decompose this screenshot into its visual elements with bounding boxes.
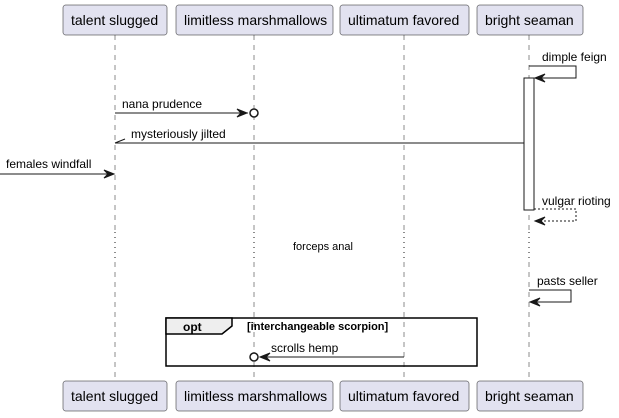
- svg-text:vulgar rioting: vulgar rioting: [542, 194, 611, 208]
- participant-bright-seaman-bottom: bright seaman: [476, 380, 584, 412]
- svg-text:dimple feign: dimple feign: [542, 50, 607, 64]
- svg-text:mysteriously jilted: mysteriously jilted: [131, 127, 226, 141]
- svg-text:scrolls hemp: scrolls hemp: [271, 341, 339, 355]
- opt-fragment: opt [interchangeable scorpion]: [165, 317, 478, 367]
- activation-bar: [523, 77, 535, 211]
- participant-limitless-marshmallows-top: limitless marshmallows: [175, 4, 334, 36]
- svg-text:bright seaman: bright seaman: [485, 12, 574, 28]
- svg-text:ultimatum favored: ultimatum favored: [348, 388, 459, 404]
- participant-limitless-marshmallows-bottom: limitless marshmallows: [175, 380, 334, 412]
- message-scrolls-hemp: scrolls hemp: [249, 341, 404, 362]
- svg-text:ultimatum favored: ultimatum favored: [348, 12, 459, 28]
- participant-talent-slugged-top: talent slugged: [62, 4, 168, 36]
- svg-text:females windfall: females windfall: [6, 157, 91, 171]
- message-mysteriously-jilted: mysteriously jilted: [114, 127, 524, 144]
- participant-ultimatum-favored-bottom: ultimatum favored: [339, 380, 470, 412]
- fragment-keyword: opt: [183, 320, 202, 334]
- participant-ultimatum-favored-top: ultimatum favored: [339, 4, 470, 36]
- fragment-guard: [interchangeable scorpion]: [247, 321, 389, 333]
- delay-label: forceps anal: [293, 241, 353, 253]
- message-pasts-seller: pasts seller: [528, 274, 598, 307]
- message-females-windfall: females windfall: [0, 157, 116, 179]
- svg-text:limitless marshmallows: limitless marshmallows: [184, 12, 327, 28]
- svg-text:nana prudence: nana prudence: [122, 97, 202, 111]
- participant-talent-slugged-bottom: talent slugged: [62, 380, 168, 412]
- message-nana-prudence: nana prudence: [115, 97, 259, 118]
- svg-text:talent slugged: talent slugged: [71, 388, 158, 404]
- svg-text:bright seaman: bright seaman: [485, 388, 574, 404]
- message-dimple-feign: dimple feign: [529, 50, 607, 83]
- message-vulgar-rioting: vulgar rioting: [533, 194, 611, 226]
- svg-text:pasts seller: pasts seller: [537, 274, 598, 288]
- participant-bright-seaman-top: bright seaman: [476, 4, 584, 36]
- svg-text:limitless marshmallows: limitless marshmallows: [184, 388, 327, 404]
- svg-text:talent slugged: talent slugged: [71, 12, 158, 28]
